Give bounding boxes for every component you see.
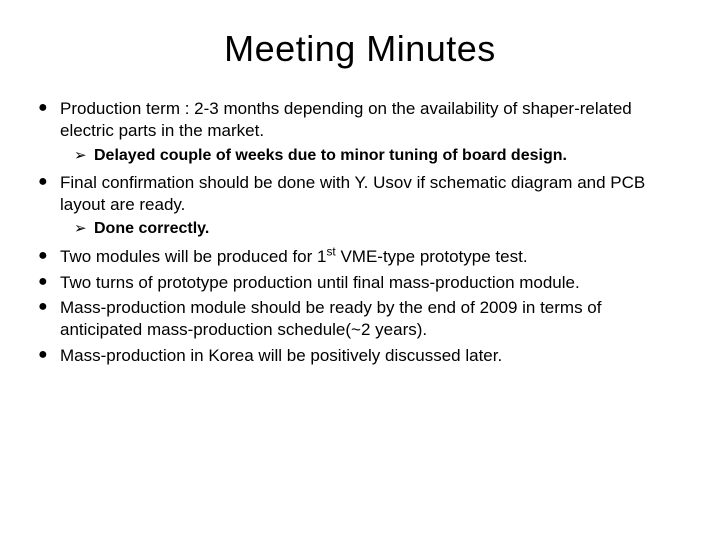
list-item: ●Production term : 2-3 months depending … [38,98,682,142]
list-item-text: Final confirmation should be done with Y… [60,172,682,216]
bullet-marker-icon: ● [38,345,60,366]
list-item: ●Final confirmation should be done with … [38,172,682,216]
list-item: ●Mass-production module should be ready … [38,297,682,341]
list-item-text: Two modules will be produced for 1st VME… [60,246,682,268]
sub-list-item: ➢Done correctly. [74,219,682,239]
bullet-marker-icon: ● [38,246,60,267]
bullet-marker-icon: ● [38,297,60,318]
list-item-text: Mass-production module should be ready b… [60,297,682,341]
list-item: ●Mass-production in Korea will be positi… [38,345,682,367]
list-item: ●Two modules will be produced for 1st VM… [38,246,682,268]
list-item-text: Two turns of prototype production until … [60,272,682,294]
list-item-text: Mass-production in Korea will be positiv… [60,345,682,367]
list-item: ●Two turns of prototype production until… [38,272,682,294]
sub-list-item-text: Done correctly. [94,219,682,239]
bullet-marker-icon: ● [38,272,60,293]
list-item-text: Production term : 2-3 months depending o… [60,98,682,142]
page-title: Meeting Minutes [38,28,682,70]
bullet-marker-icon: ● [38,98,60,119]
sub-bullet-marker-icon: ➢ [74,219,94,239]
bullet-marker-icon: ● [38,172,60,193]
sub-list-item-text: Delayed couple of weeks due to minor tun… [94,146,682,166]
sub-bullet-marker-icon: ➢ [74,146,94,166]
content-area: ●Production term : 2-3 months depending … [38,98,682,367]
sub-list-item: ➢Delayed couple of weeks due to minor tu… [74,146,682,166]
